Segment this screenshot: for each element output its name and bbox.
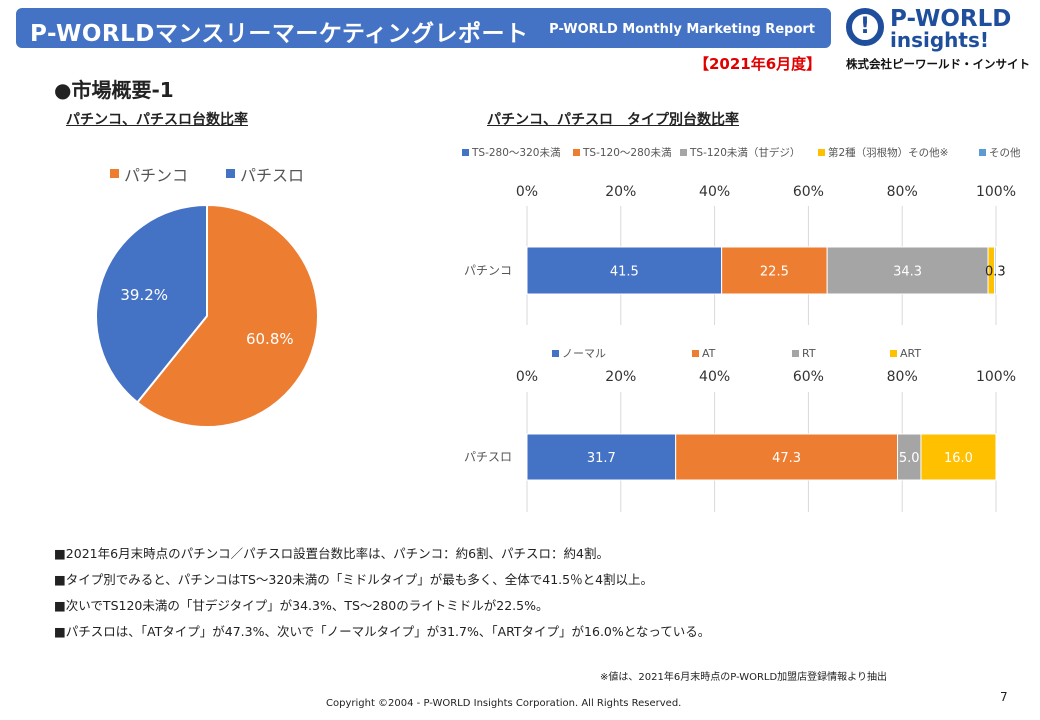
data-source-note: ※値は、2021年6月末時点のP-WORLD加盟店登録情報より抽出	[600, 672, 887, 683]
note-item: ■次いでTS120未満の「甘デジタイプ」が34.3%、TS～280のライトミドル…	[54, 598, 549, 613]
x-tick-label: 0%	[516, 369, 538, 385]
exclamation-bubble-icon: !	[846, 8, 884, 46]
note-item: ■2021年6月末時点のパチンコ／パチスロ設置台数比率は、パチンコ：約6割、パチ…	[54, 546, 609, 561]
x-tick-label: 100%	[976, 369, 1016, 385]
legend-swatch	[226, 169, 235, 178]
legend-label: RT	[802, 347, 816, 360]
company-name: 株式会社ピーワールド・インサイト	[846, 57, 1030, 71]
page-number: 7	[1000, 690, 1008, 704]
note-item: ■パチスロは、「ATタイプ」が47.3%、次いで「ノーマルタイプ」が31.7%、…	[54, 624, 711, 639]
bar-data-label: 41.5	[610, 265, 639, 280]
bar-segment	[526, 433, 677, 481]
logo-line1: P-WORLD	[890, 6, 1012, 32]
legend-label: TS-120未満（甘デジ）	[689, 146, 800, 159]
legend-label: その他	[989, 146, 1021, 159]
pie-data-label: 60.8%	[246, 330, 294, 348]
legend-label: パチスロ	[240, 166, 304, 185]
bar-data-label: 34.3	[893, 265, 922, 280]
pie-slice	[135, 203, 319, 428]
bar-segment	[721, 246, 828, 295]
bar-segment	[994, 246, 997, 295]
pie-data-label: 39.2%	[120, 286, 168, 304]
legend-swatch	[573, 149, 580, 156]
legend-label: 第2種（羽根物）その他※	[828, 146, 948, 159]
x-tick-label: 80%	[887, 369, 918, 385]
category-label: パチンコ	[464, 264, 512, 278]
report-title-banner: P-WORLDマンスリーマーケティングレポート P-WORLD Monthly …	[16, 8, 831, 48]
x-tick-label: 20%	[605, 369, 636, 385]
category-label: パチスロ	[464, 450, 512, 464]
legend-swatch	[890, 350, 897, 357]
legend-swatch	[680, 149, 687, 156]
bar-data-label: 47.3	[772, 451, 801, 466]
legend-label: パチンコ	[124, 166, 188, 185]
legend-label: ノーマル	[562, 347, 606, 360]
bar-segment	[920, 433, 997, 481]
notes-list: ■2021年6月末時点のパチンコ／パチスロ設置台数比率は、パチンコ：約6割、パチ…	[54, 543, 710, 647]
legend-swatch	[692, 350, 699, 357]
legend-swatch	[979, 149, 986, 156]
company-logo: ! P-WORLD insights! 株式会社ピーワールド・インサイト	[846, 6, 1036, 72]
logo-line2: insights!	[890, 28, 989, 52]
pie-chart-title: パチンコ、パチスロ台数比率	[66, 112, 248, 128]
legend-label: TS-120～280未満	[582, 147, 672, 159]
bar-data-label: 5.0	[899, 451, 920, 466]
report-title: P-WORLDマンスリーマーケティングレポート	[30, 21, 529, 47]
bar-segment	[826, 246, 989, 295]
x-tick-label: 60%	[793, 369, 824, 385]
legend-label: ART	[900, 347, 921, 360]
section-title: ●市場概要-1	[54, 78, 174, 102]
bar-data-label: 16.0	[944, 451, 973, 466]
legend-swatch	[552, 350, 559, 357]
x-tick-label: 0%	[516, 184, 538, 200]
bar-data-label: 31.7	[587, 451, 616, 466]
legend-label: TS-280～320未満	[471, 147, 561, 159]
legend-label: AT	[702, 347, 716, 360]
copyright: Copyright ©2004 - P-WORLD Insights Corpo…	[326, 698, 682, 709]
legend-swatch	[110, 169, 119, 178]
x-tick-label: 20%	[605, 184, 636, 200]
bar-data-label: 22.5	[760, 265, 789, 280]
bar-chart-title: パチンコ、パチスロ タイプ別台数比率	[487, 112, 739, 128]
report-period: 【2021年6月度】	[694, 55, 822, 73]
pie-slice	[95, 203, 208, 404]
legend-swatch	[792, 350, 799, 357]
bar-data-label: 0.3	[985, 265, 1006, 280]
note-item: ■タイプ別でみると、パチンコはTS～320未満の「ミドルタイプ」が最も多く、全体…	[54, 572, 654, 587]
report-title-en: P-WORLD Monthly Marketing Report	[549, 22, 815, 37]
x-tick-label: 100%	[976, 184, 1016, 200]
x-tick-label: 80%	[887, 184, 918, 200]
x-tick-label: 40%	[699, 184, 730, 200]
x-tick-label: 60%	[793, 184, 824, 200]
legend-swatch	[818, 149, 825, 156]
x-tick-label: 40%	[699, 369, 730, 385]
legend-swatch	[462, 149, 469, 156]
bar-segment	[675, 433, 899, 481]
